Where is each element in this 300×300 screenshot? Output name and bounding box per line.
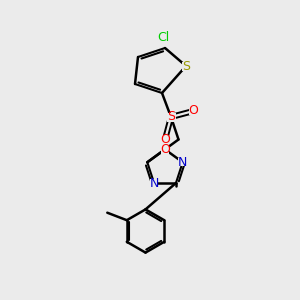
Text: O: O bbox=[189, 104, 198, 118]
FancyBboxPatch shape bbox=[158, 33, 169, 42]
Text: N: N bbox=[178, 156, 188, 169]
Text: Cl: Cl bbox=[158, 31, 169, 44]
Text: S: S bbox=[182, 59, 190, 73]
FancyBboxPatch shape bbox=[161, 145, 169, 154]
FancyBboxPatch shape bbox=[189, 107, 198, 115]
Text: O: O bbox=[160, 143, 170, 156]
FancyBboxPatch shape bbox=[161, 135, 169, 144]
Text: O: O bbox=[160, 133, 170, 146]
FancyBboxPatch shape bbox=[182, 61, 190, 70]
Text: S: S bbox=[167, 110, 175, 124]
FancyBboxPatch shape bbox=[150, 179, 158, 187]
FancyBboxPatch shape bbox=[178, 158, 187, 166]
Text: N: N bbox=[149, 176, 159, 190]
FancyBboxPatch shape bbox=[167, 112, 176, 122]
